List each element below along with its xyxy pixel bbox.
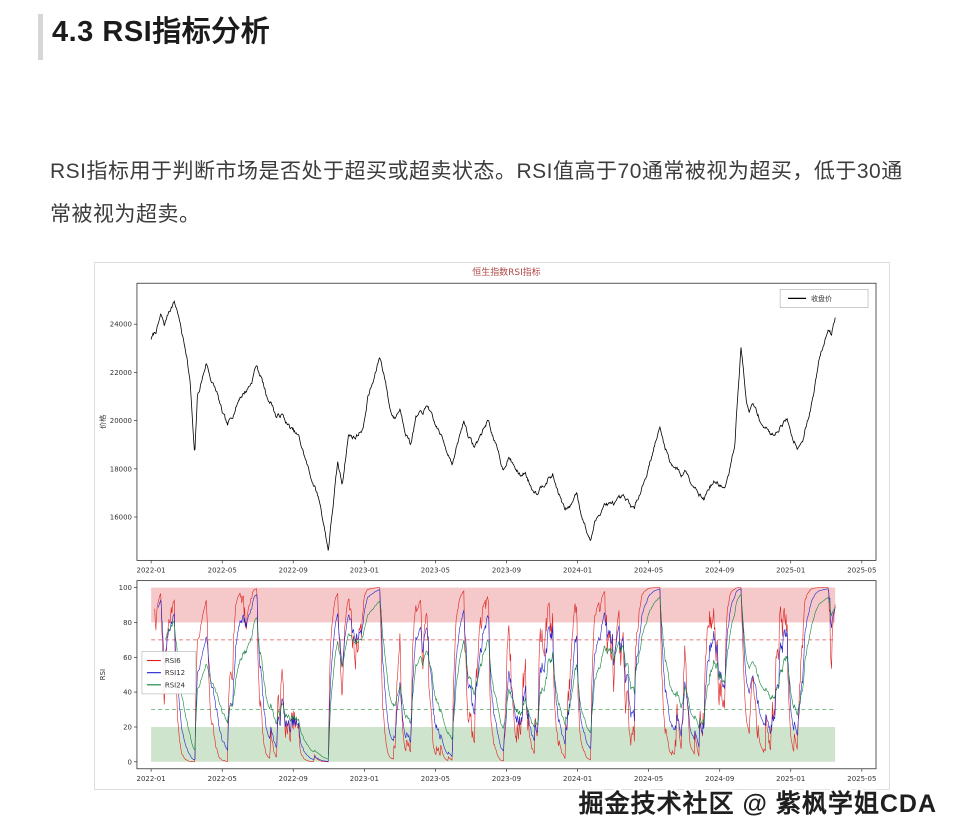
svg-text:收盘价: 收盘价 (811, 294, 832, 303)
svg-text:20000: 20000 (110, 416, 132, 425)
svg-text:2023-09: 2023-09 (492, 774, 521, 783)
heading-anchor-bar (38, 14, 43, 60)
svg-text:2022-01: 2022-01 (137, 565, 166, 574)
svg-text:16000: 16000 (110, 512, 132, 521)
svg-text:2023-05: 2023-05 (421, 565, 450, 574)
svg-text:2022-05: 2022-05 (208, 774, 237, 783)
svg-text:2022-09: 2022-09 (279, 565, 308, 574)
svg-text:2024-01: 2024-01 (563, 774, 592, 783)
svg-text:2025-01: 2025-01 (776, 774, 805, 783)
svg-text:2023-09: 2023-09 (492, 565, 521, 574)
svg-text:恒生指数RSI指标: 恒生指数RSI指标 (472, 266, 540, 278)
svg-text:2024-09: 2024-09 (705, 565, 734, 574)
svg-text:20: 20 (123, 722, 132, 731)
svg-text:100: 100 (119, 583, 132, 592)
svg-text:2025-05: 2025-05 (847, 774, 876, 783)
intro-paragraph: RSI指标用于判断市场是否处于超买或超卖状态。RSI值高于70通常被视为超买，低… (50, 160, 903, 226)
svg-text:22000: 22000 (110, 368, 132, 377)
svg-text:24000: 24000 (110, 320, 132, 329)
svg-text:80: 80 (123, 618, 132, 627)
svg-text:价格: 价格 (98, 415, 107, 429)
svg-text:18000: 18000 (110, 464, 132, 473)
svg-text:RSI6: RSI6 (165, 656, 181, 665)
svg-text:2025-05: 2025-05 (847, 565, 876, 574)
hsi-rsi-chart: 2022-01 2022-01 2022-05 2022-05 2022-09 2022-… (98, 266, 877, 783)
svg-text:40: 40 (123, 688, 132, 697)
svg-text:2022-05: 2022-05 (208, 565, 237, 574)
svg-text:2024-01: 2024-01 (563, 565, 592, 574)
svg-text:2023-01: 2023-01 (350, 774, 379, 783)
svg-text:2024-05: 2024-05 (634, 565, 663, 574)
watermark-text: 掘金技术社区 @ 紫枫学姐CDA (578, 790, 937, 818)
svg-text:2023-01: 2023-01 (350, 565, 379, 574)
svg-text:2023-05: 2023-05 (421, 774, 450, 783)
svg-text:RSI: RSI (98, 669, 107, 680)
svg-text:2024-05: 2024-05 (634, 774, 663, 783)
svg-text:0: 0 (128, 757, 132, 766)
svg-text:RSI24: RSI24 (165, 680, 186, 689)
rsi-chart-figure: 2022-01 2022-01 2022-05 2022-05 2022-09 2022-… (94, 262, 890, 790)
section-heading: 4.3 RSI指标分析 (52, 16, 271, 48)
svg-text:2022-01: 2022-01 (137, 774, 166, 783)
svg-text:2022-09: 2022-09 (279, 774, 308, 783)
svg-text:RSI12: RSI12 (165, 668, 185, 677)
svg-text:2025-01: 2025-01 (776, 565, 805, 574)
svg-text:60: 60 (123, 653, 132, 662)
svg-text:2024-09: 2024-09 (705, 774, 734, 783)
